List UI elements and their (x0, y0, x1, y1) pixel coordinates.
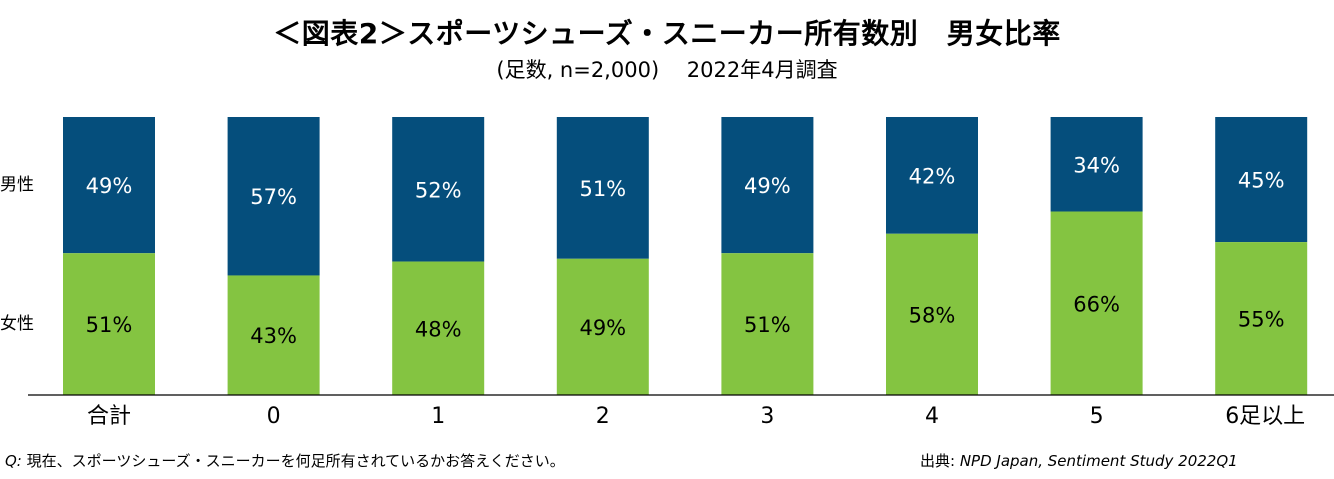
data-label-male-3: 51% (579, 177, 626, 201)
category-label-2: 1 (431, 404, 445, 429)
legend-male: 男性 (0, 175, 34, 195)
question-prefix: Q: (5, 452, 22, 470)
bar-female-0 (63, 253, 155, 395)
chart-subtitle: (足数, n=2,000) 2022年4月調査 (496, 58, 838, 82)
bar-male-6 (1050, 117, 1143, 212)
category-label-7: 6足以上 (1225, 404, 1305, 429)
bar-female-7 (1215, 242, 1308, 395)
data-label-female-4: 51% (744, 313, 791, 337)
data-label-female-3: 49% (579, 316, 626, 340)
category-label-1: 0 (267, 404, 281, 429)
bar-male-3 (556, 117, 649, 259)
bar-male-2 (392, 117, 485, 262)
chart-title: ＜図表2＞スポーツシューズ・スニーカー所有数別 男女比率 (273, 17, 1061, 50)
bar-male-1 (227, 117, 320, 276)
data-label-female-0: 51% (86, 313, 133, 337)
bar-female-4 (721, 253, 814, 395)
bar-male-0 (63, 117, 155, 254)
bar-female-5 (886, 233, 978, 395)
data-label-female-6: 66% (1073, 292, 1120, 316)
data-label-male-5: 42% (909, 164, 956, 188)
data-label-male-0: 49% (86, 174, 133, 198)
data-label-male-2: 52% (415, 178, 462, 202)
data-label-male-6: 34% (1073, 153, 1120, 177)
data-label-female-1: 43% (250, 324, 297, 348)
question-footnote: Q: 現在、スポーツシューズ・スニーカーを何足所有されているかお答えください。 (5, 450, 565, 471)
data-label-female-7: 55% (1238, 308, 1285, 332)
data-label-female-2: 48% (415, 317, 462, 341)
source-footnote: 出典: NPD Japan, Sentiment Study 2022Q1 (920, 450, 1238, 471)
category-label-4: 3 (760, 404, 774, 429)
source-text: NPD Japan, Sentiment Study 2022Q1 (955, 452, 1238, 470)
category-labels-group: 合計 0 1 2 3 4 5 6足以上 (87, 404, 1305, 429)
legend-female: 女性 (0, 314, 34, 334)
question-text: 現在、スポーツシューズ・スニーカーを何足所有されているかお答えください。 (21, 452, 565, 470)
category-label-6: 5 (1090, 404, 1104, 429)
bars-group: 49% 51% 57% 43% 52% 48% 51% 49% 49% 51% 42% 58% 34% 6… (63, 117, 1308, 395)
category-label-3: 2 (596, 404, 610, 429)
bar-male-4 (721, 117, 814, 254)
category-label-0: 合計 (87, 404, 131, 429)
source-prefix: 出典: (920, 452, 956, 470)
bar-female-2 (392, 261, 485, 395)
bar-female-3 (556, 258, 649, 395)
bar-male-7 (1215, 117, 1308, 243)
bar-male-5 (886, 117, 978, 234)
data-label-male-7: 45% (1238, 169, 1285, 193)
category-label-5: 4 (925, 404, 939, 429)
data-label-male-4: 49% (744, 174, 791, 198)
bar-female-1 (227, 275, 320, 395)
data-label-male-1: 57% (250, 185, 297, 209)
data-label-female-5: 58% (909, 303, 956, 327)
bar-female-6 (1050, 211, 1143, 395)
